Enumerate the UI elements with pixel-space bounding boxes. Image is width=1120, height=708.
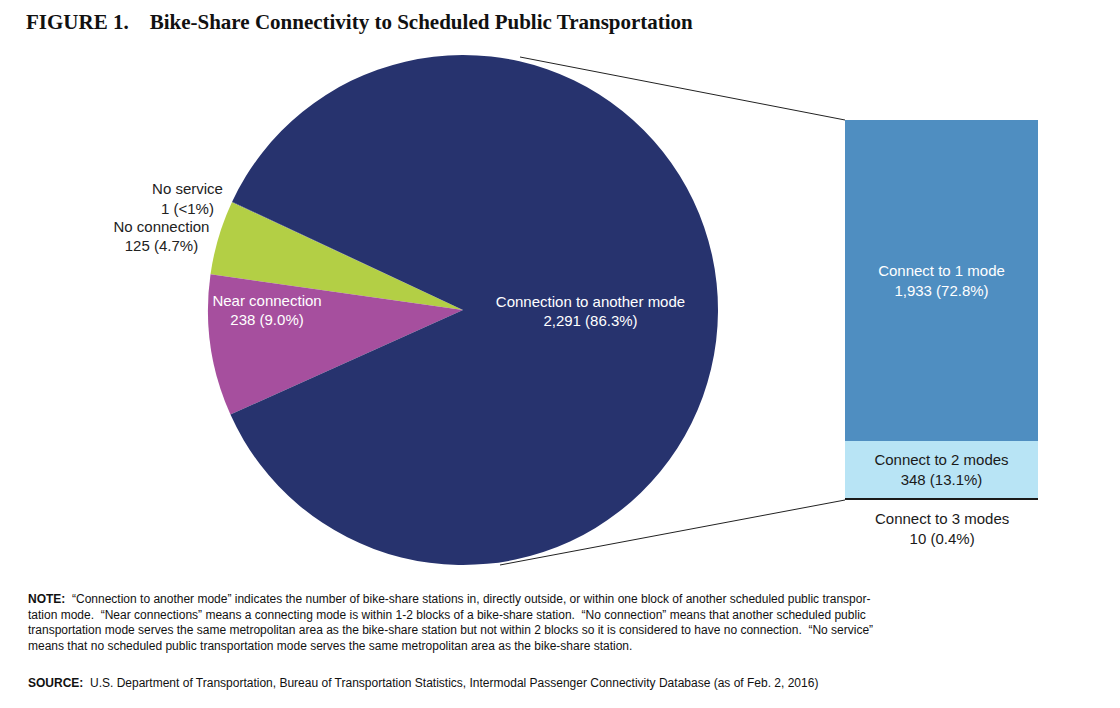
svg-text:SOURCE: U.S. Department of Tr: SOURCE: U.S. Department of Transportatio… <box>28 676 818 690</box>
svg-text:Connection to another mode2,29: Connection to another mode2,291 (86.3%) <box>496 293 685 330</box>
svg-text:Near connection238 (9.0%): Near connection238 (9.0%) <box>212 292 321 329</box>
svg-text:Connect to 1 mode1,933 (72.8%): Connect to 1 mode1,933 (72.8%) <box>878 262 1005 299</box>
svg-text:NOTE: “Connection to another: NOTE: “Connection to another mode” indic… <box>28 592 873 653</box>
svg-text:FIGURE 1. Bike-Share Connec: FIGURE 1. Bike-Share Connectivity to Sch… <box>26 10 693 34</box>
svg-text:Connect to 2 modes348 (13.1%): Connect to 2 modes348 (13.1%) <box>874 451 1008 488</box>
svg-text:No service1 (<1%): No service1 (<1%) <box>152 180 223 217</box>
svg-text:Connect to 3 modes10 (0.4%): Connect to 3 modes10 (0.4%) <box>875 510 1009 547</box>
svg-text:No connection125 (4.7%): No connection125 (4.7%) <box>114 218 210 255</box>
